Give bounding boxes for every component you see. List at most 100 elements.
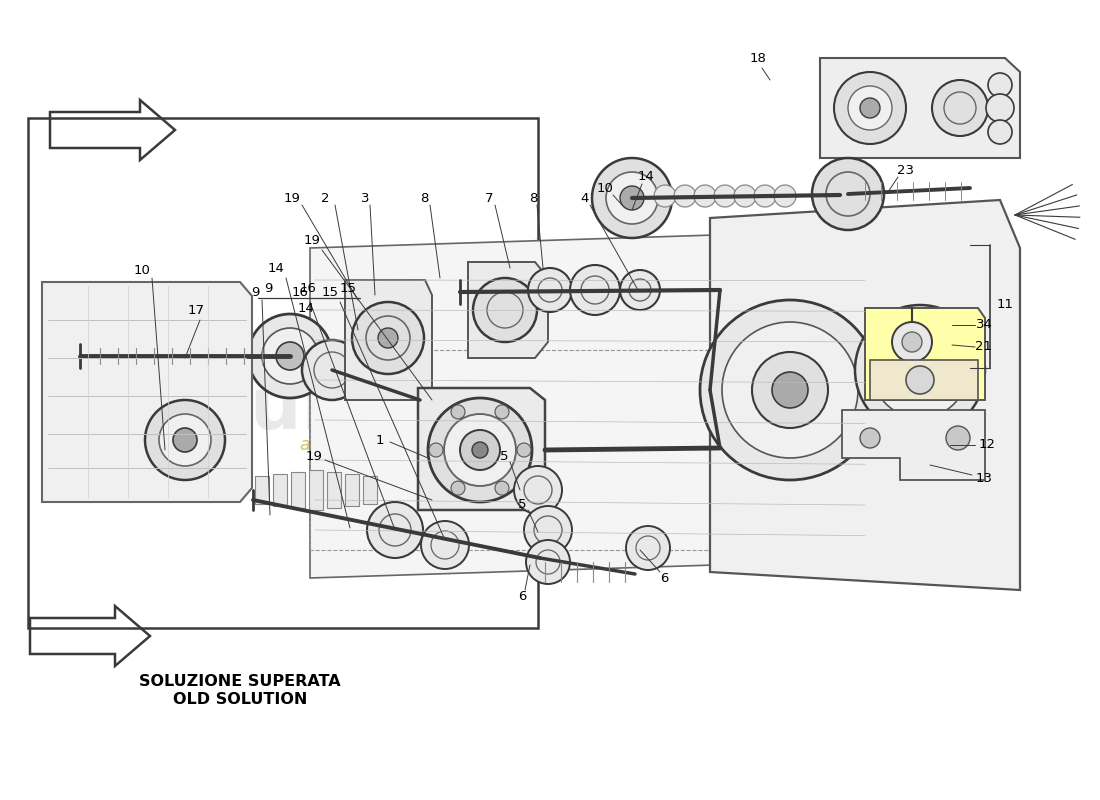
Text: 7: 7 <box>485 191 493 205</box>
Text: 18: 18 <box>749 51 767 65</box>
Circle shape <box>524 506 572 554</box>
Text: 3: 3 <box>361 191 370 205</box>
Circle shape <box>932 80 988 136</box>
Polygon shape <box>842 410 984 480</box>
Circle shape <box>248 314 332 398</box>
Circle shape <box>700 300 880 480</box>
Circle shape <box>451 405 465 419</box>
Circle shape <box>570 265 620 315</box>
Text: 15: 15 <box>340 282 356 294</box>
Polygon shape <box>710 200 1020 590</box>
Circle shape <box>848 86 892 130</box>
Text: 14: 14 <box>638 170 654 182</box>
Circle shape <box>378 328 398 348</box>
Circle shape <box>892 322 932 362</box>
Circle shape <box>451 481 465 495</box>
Text: 16: 16 <box>299 282 317 294</box>
Circle shape <box>495 405 509 419</box>
Bar <box>273 474 287 506</box>
Circle shape <box>812 158 884 230</box>
Text: 21: 21 <box>976 341 992 354</box>
Circle shape <box>495 481 509 495</box>
Circle shape <box>526 540 570 584</box>
Bar <box>255 476 270 504</box>
Circle shape <box>620 186 644 210</box>
Circle shape <box>472 442 488 458</box>
Text: 17: 17 <box>187 303 205 317</box>
Text: 10: 10 <box>596 182 614 194</box>
Circle shape <box>444 414 516 486</box>
Circle shape <box>460 430 500 470</box>
Circle shape <box>754 185 776 207</box>
Polygon shape <box>42 282 252 502</box>
Text: 23: 23 <box>898 163 914 177</box>
Text: 14: 14 <box>298 302 315 314</box>
Circle shape <box>421 521 469 569</box>
Circle shape <box>592 158 672 238</box>
Polygon shape <box>310 230 870 578</box>
Circle shape <box>772 372 808 408</box>
Text: 19: 19 <box>306 450 322 462</box>
Circle shape <box>860 428 880 448</box>
Circle shape <box>160 414 211 466</box>
Circle shape <box>906 366 934 394</box>
Circle shape <box>855 305 984 435</box>
Circle shape <box>276 342 304 370</box>
Bar <box>363 476 377 504</box>
Circle shape <box>988 73 1012 97</box>
Circle shape <box>514 466 562 514</box>
Text: 4: 4 <box>581 191 590 205</box>
Circle shape <box>606 172 658 224</box>
Text: 5: 5 <box>499 450 508 462</box>
Circle shape <box>774 185 796 207</box>
Circle shape <box>367 502 424 558</box>
Text: 9: 9 <box>264 282 272 294</box>
Bar <box>310 350 830 550</box>
Text: 1: 1 <box>376 434 384 446</box>
Bar <box>28 118 538 628</box>
Text: 16: 16 <box>292 286 308 298</box>
Text: 14: 14 <box>267 262 285 274</box>
Circle shape <box>173 428 197 452</box>
Circle shape <box>352 302 424 374</box>
Circle shape <box>722 322 858 458</box>
Circle shape <box>892 342 948 398</box>
Text: 12: 12 <box>979 438 996 451</box>
Circle shape <box>734 185 756 207</box>
Polygon shape <box>30 606 150 666</box>
Circle shape <box>908 358 932 382</box>
Text: 5: 5 <box>518 498 526 511</box>
Circle shape <box>473 278 537 342</box>
Circle shape <box>262 328 318 384</box>
Text: 2: 2 <box>321 191 329 205</box>
Text: 19: 19 <box>284 191 300 205</box>
Text: 15: 15 <box>321 286 339 298</box>
Circle shape <box>860 98 880 118</box>
Circle shape <box>986 94 1014 122</box>
Text: 13: 13 <box>976 471 992 485</box>
Text: 6: 6 <box>660 571 668 585</box>
Text: eurospares: eurospares <box>201 375 659 445</box>
Circle shape <box>902 332 922 352</box>
Polygon shape <box>345 280 432 400</box>
Circle shape <box>428 398 532 502</box>
Text: a passion for cars, since 1985: a passion for cars, since 1985 <box>300 436 560 454</box>
Polygon shape <box>50 100 175 160</box>
Circle shape <box>872 322 968 418</box>
Circle shape <box>988 120 1012 144</box>
Text: 8: 8 <box>529 191 537 205</box>
Circle shape <box>429 443 443 457</box>
Text: 11: 11 <box>997 298 1013 311</box>
Bar <box>345 474 359 506</box>
Circle shape <box>834 72 906 144</box>
Text: 34: 34 <box>976 318 992 331</box>
Polygon shape <box>418 388 544 510</box>
Text: OLD SOLUTION: OLD SOLUTION <box>173 693 307 707</box>
Circle shape <box>694 185 716 207</box>
Circle shape <box>946 426 970 450</box>
Circle shape <box>620 270 660 310</box>
Text: SOLUZIONE SUPERATA: SOLUZIONE SUPERATA <box>140 674 341 690</box>
Bar <box>309 470 323 510</box>
Circle shape <box>517 443 531 457</box>
Bar <box>292 472 305 508</box>
